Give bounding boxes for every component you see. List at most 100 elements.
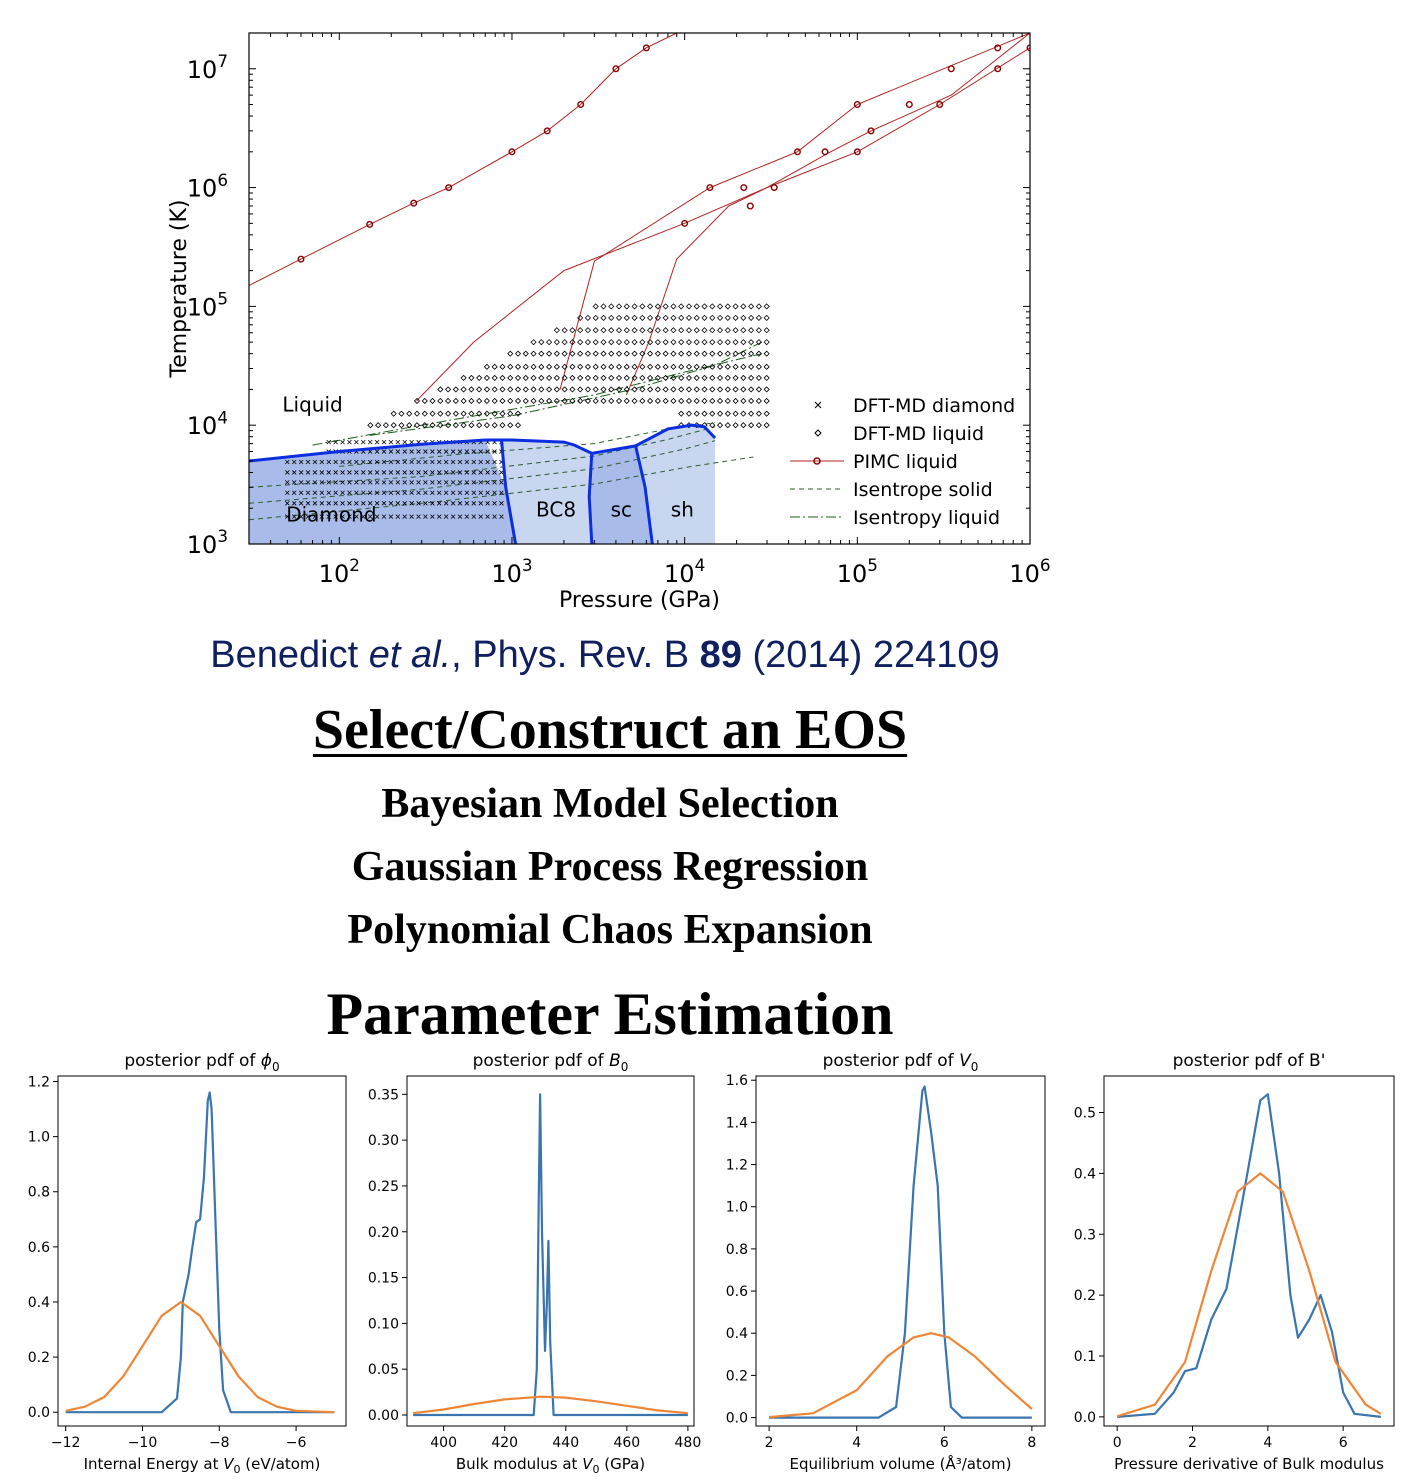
dft-liquid-point [623,303,630,310]
phase-legend: DFT-MD diamond DFT-MD liquid PIMC liquid Is… [790,395,1015,529]
dft-liquid-point [600,350,607,357]
dft-diamond-point [333,490,338,496]
legend-label: DFT-MD diamond [853,395,1015,417]
method-heading-1: Bayesian Model Selection [381,781,839,827]
dft-liquid-point [709,303,716,310]
dft-diamond-point [430,459,435,465]
dft-liquid-point [577,397,584,405]
dft-liquid-point [390,422,397,429]
dft-diamond-point [443,514,449,519]
pimc-point [543,127,551,135]
dft-diamond-point [354,501,359,506]
dft-liquid-point [592,327,599,334]
dft-liquid-point [452,397,459,405]
dft-liquid-point [748,303,755,310]
dft-liquid-point [553,386,560,393]
dft-liquid-point [507,422,514,429]
dft-diamond-point [381,480,387,485]
dft-liquid-point [592,303,599,310]
posterior-Bprime-posterior-curve [1117,1093,1381,1418]
dft-liquid-point [763,386,770,393]
dft-liquid-point [507,386,514,393]
dft-diamond-point [305,514,311,519]
dft-liquid-point [623,363,630,370]
dft-diamond-point [347,514,352,519]
dft-liquid-point [507,410,514,417]
y-axis-label: Temperature (K) [167,200,192,379]
dft-liquid-point [639,374,646,381]
dft-diamond-point [464,459,470,465]
dft-diamond-point [464,490,470,496]
dft-liquid-point [654,350,661,357]
dft-diamond-point [285,459,290,465]
dft-liquid-point [685,397,693,405]
dft-liquid-point [732,350,739,357]
dft-diamond-point [423,449,428,454]
dft-diamond-point [485,490,490,496]
dft-diamond-point [374,490,380,496]
dft-liquid-point [608,397,615,405]
dft-liquid-point [592,314,599,321]
dft-diamond-point [478,501,483,506]
dft-diamond-point [471,490,477,496]
dft-diamond-point [402,449,408,454]
pimc-point [947,65,955,73]
dft-liquid-point [748,386,755,393]
dft-liquid-point [670,397,677,405]
dft-diamond-point [464,501,470,506]
dft-liquid-point [452,410,459,417]
pimc-liquid-line [249,33,677,286]
dft-diamond-point [478,514,483,519]
posterior-B0-frame [406,1075,695,1427]
dft-liquid-point [748,327,755,334]
region-label-sc: sc [611,498,632,522]
dft-liquid-point [561,397,568,405]
dft-liquid-point [615,386,623,393]
dft-liquid-point [662,363,669,370]
dft-diamond-point [367,514,373,519]
dft-diamond-point [291,480,297,485]
x-tick-label: 6 [940,1435,949,1451]
dft-liquid-point [569,350,576,357]
dft-liquid-point [748,339,755,346]
isentrope-solid-line [249,456,754,521]
dft-liquid-point [647,314,654,321]
dft-liquid-point [600,386,607,393]
dft-liquid-point [685,327,693,334]
dft-liquid-point [740,422,747,429]
dft-diamond-point [471,501,477,506]
dft-liquid-point [608,350,615,357]
dft-liquid-point [678,314,685,321]
dft-diamond-point [416,490,421,496]
y-tick-label: 0.15 [368,1271,399,1287]
dft-liquid-point [631,397,638,405]
dft-diamond-point [319,490,325,496]
dft-liquid-point [623,374,630,381]
dft-diamond-point [319,480,325,485]
y-tick-label: 0.8 [28,1185,50,1201]
dft-liquid-point [685,339,693,346]
x-tick-label: 104 [664,555,705,588]
dft-liquid-point [678,386,685,393]
dft-liquid-point [530,386,537,393]
y-tick-label: 0.2 [28,1350,50,1366]
y-tick-label: 0.2 [1074,1288,1096,1304]
dft-liquid-point [631,374,638,381]
citation-volume: 89 [699,634,742,676]
dft-diamond-point [499,514,504,519]
dft-liquid-point [569,397,576,405]
dft-liquid-point [569,363,576,370]
dft-diamond-point [457,470,463,475]
dft-liquid-point [755,327,762,334]
dft-liquid-point [763,363,770,370]
dft-liquid-point [740,386,747,393]
dft-diamond-point [285,490,290,496]
dft-liquid-point [755,386,762,393]
dft-liquid-point [724,410,731,417]
dft-diamond-point [291,459,297,465]
dft-diamond-point [298,480,304,485]
pimc-liquid-line [559,33,1030,390]
dft-liquid-point [514,363,522,370]
dft-diamond-point [354,490,359,496]
dft-liquid-point [592,386,599,393]
